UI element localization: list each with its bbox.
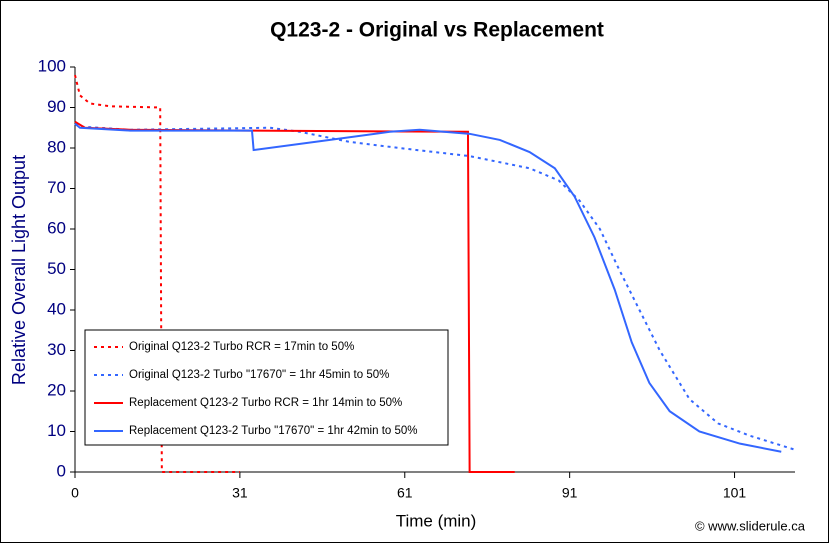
y-tick-label: 10 — [47, 421, 66, 440]
x-axis-label: Time (min) — [396, 511, 477, 530]
y-tick-label: 0 — [57, 461, 66, 480]
x-tick-label: 91 — [562, 485, 578, 501]
series-line — [74, 122, 782, 453]
legend-label: Replacement Q123-2 Turbo "17670" = 1hr 4… — [129, 425, 418, 437]
x-tick-label: 101 — [723, 485, 747, 501]
y-tick-label: 50 — [47, 259, 66, 278]
y-tick-label: 80 — [47, 137, 66, 156]
legend-label: Original Q123-2 Turbo "17670" = 1hr 45mi… — [129, 369, 389, 381]
y-tick-label: 60 — [47, 218, 66, 237]
x-tick-label: 0 — [71, 485, 79, 501]
legend-label: Replacement Q123-2 Turbo RCR = 1hr 14min… — [129, 397, 402, 409]
x-tick-label: 31 — [232, 485, 248, 501]
series-line — [74, 122, 796, 451]
y-axis-label: Relative Overall Light Output — [9, 155, 29, 385]
legend-label: Original Q123-2 Turbo RCR = 17min to 50% — [129, 341, 354, 353]
chart-title: Q123-2 - Original vs Replacement — [270, 19, 604, 42]
x-tick-label: 61 — [397, 485, 413, 501]
y-tick-label: 70 — [47, 178, 66, 197]
y-tick-label: 100 — [38, 56, 66, 75]
y-tick-label: 90 — [47, 97, 66, 116]
y-tick-label: 30 — [47, 340, 66, 359]
y-tick-label: 40 — [47, 299, 66, 318]
credit: © www.sliderule.ca — [695, 518, 806, 533]
y-tick-label: 20 — [47, 380, 66, 399]
legend-box — [84, 329, 449, 446]
